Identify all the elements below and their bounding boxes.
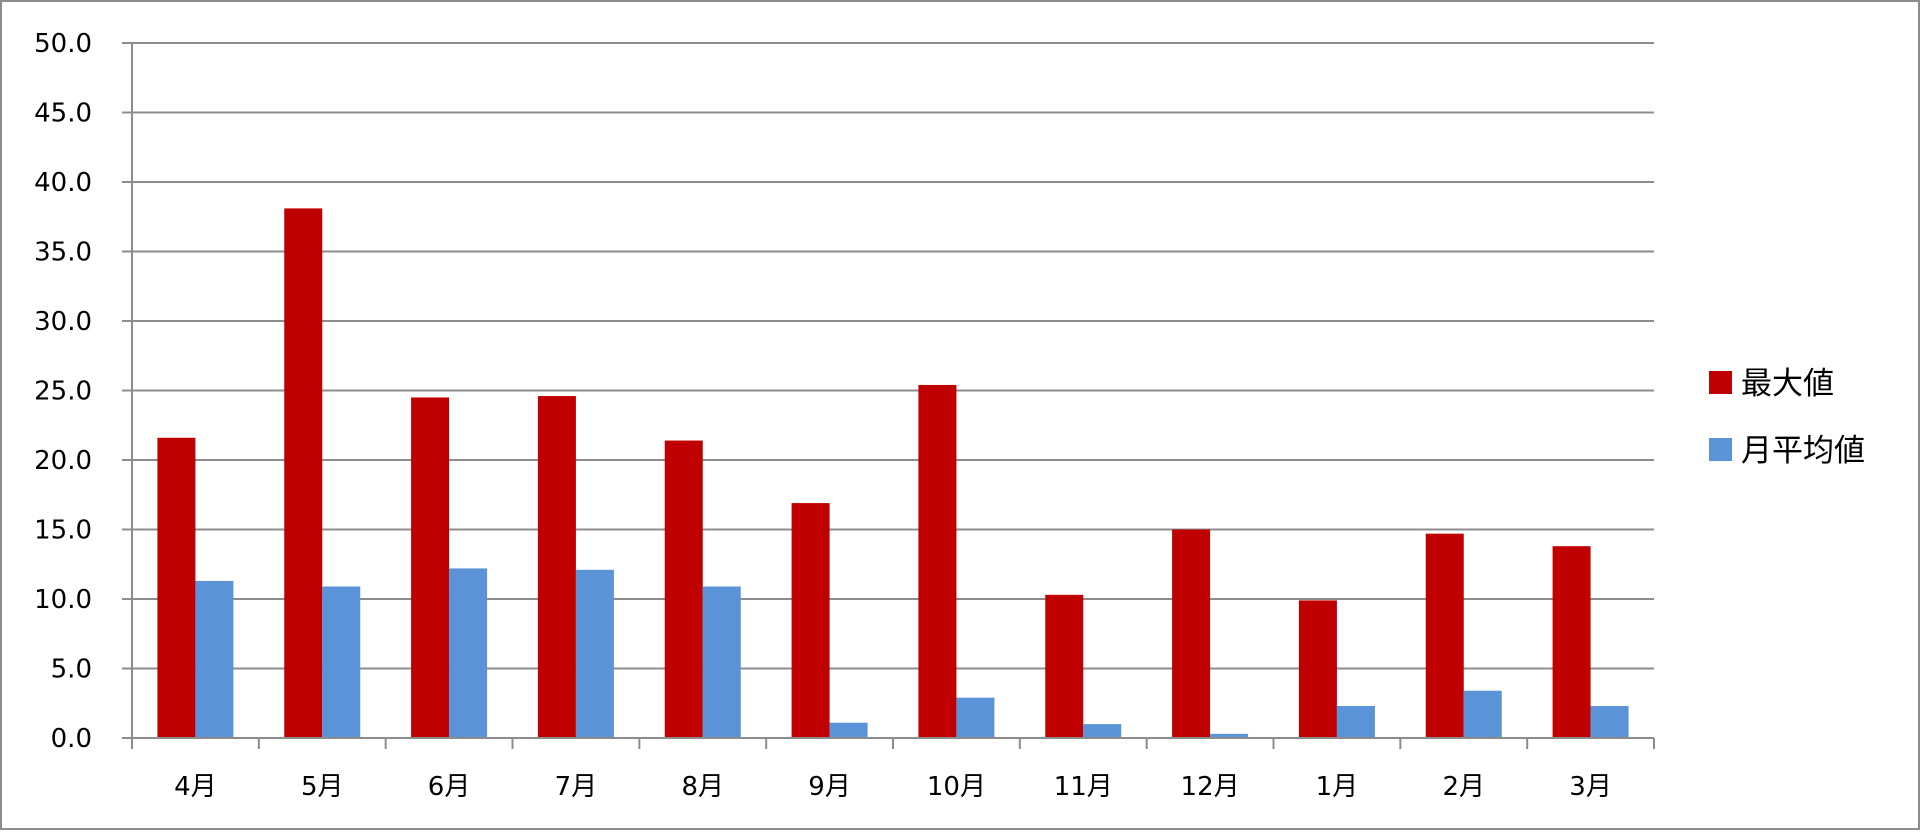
- monthly-average-bar-10: [1336, 706, 1375, 738]
- x-tick-label: 6月: [428, 772, 471, 802]
- y-tick-label: 0.0: [51, 724, 92, 754]
- monthly-average-bar-4: [575, 569, 614, 738]
- max-value-bar-6: [791, 503, 830, 738]
- y-tick-label: 40.0: [34, 168, 92, 198]
- gridlines: [122, 42, 1654, 739]
- x-tick-label: 4月: [174, 772, 217, 802]
- y-tick-labels: 0.0 5.0 10.0 15.0 20.0 25.0 30.0 35.0 40.0 45.0 50…: [34, 29, 92, 754]
- legend-swatch-max: [1709, 371, 1732, 394]
- x-tick-label: 8月: [681, 772, 724, 802]
- x-tick-label: 7月: [555, 772, 598, 802]
- x-tick-label: 12月: [1181, 772, 1240, 802]
- monthly-average-bar-6: [829, 722, 868, 738]
- legend-swatch-average: [1709, 438, 1732, 461]
- max-value-bar-4: [537, 396, 576, 738]
- monthly-average-bar-11: [1463, 690, 1502, 738]
- y-tick-label: 10.0: [34, 585, 92, 615]
- monthly-average-bar-12: [1590, 706, 1629, 738]
- x-tick-label: 11月: [1054, 772, 1113, 802]
- max-value-bar-1: [157, 437, 196, 738]
- axes: [131, 43, 1655, 749]
- legend-label-average: 月平均値: [1741, 433, 1865, 469]
- y-tick-label: 15.0: [34, 516, 92, 546]
- max-value-bar-8: [1045, 594, 1084, 738]
- legend-label-max: 最大値: [1741, 366, 1834, 402]
- monthly-average-bar-9: [1210, 733, 1249, 738]
- bars: [157, 208, 1629, 738]
- monthly-average-bar-8: [1083, 724, 1122, 738]
- y-tick-label: 50.0: [34, 29, 92, 59]
- y-tick-label: 5.0: [51, 655, 92, 685]
- max-value-bar-5: [664, 440, 703, 738]
- max-value-bar-3: [411, 397, 450, 738]
- max-value-bar-10: [1298, 600, 1337, 738]
- max-value-bar-9: [1172, 529, 1211, 738]
- monthly-average-bar-3: [449, 568, 488, 738]
- y-tick-label: 20.0: [34, 446, 92, 476]
- monthly-average-bar-7: [956, 697, 995, 738]
- max-value-bar-11: [1425, 533, 1464, 738]
- y-tick-label: 25.0: [34, 377, 92, 407]
- monthly-average-bar-2: [322, 586, 361, 738]
- y-tick-label: 30.0: [34, 307, 92, 337]
- x-tick-label: 9月: [808, 772, 851, 802]
- y-tick-label: 45.0: [34, 99, 92, 129]
- x-tick-label: 5月: [301, 772, 344, 802]
- x-tick-label: 1月: [1316, 772, 1359, 802]
- max-value-bar-2: [284, 208, 323, 738]
- x-tick-label: 10月: [927, 772, 986, 802]
- monthly-average-bar-5: [702, 586, 741, 738]
- x-tick-label: 3月: [1569, 772, 1612, 802]
- y-tick-label: 35.0: [34, 238, 92, 268]
- max-value-bar-7: [918, 384, 957, 738]
- x-tick-label: 2月: [1442, 772, 1485, 802]
- x-tick-labels: 4月 5月 6月 7月 8月 9月 10月 11月 12月 1月 2月 3月: [174, 772, 1612, 802]
- monthly-average-bar-1: [195, 580, 234, 738]
- max-value-bar-12: [1552, 546, 1591, 738]
